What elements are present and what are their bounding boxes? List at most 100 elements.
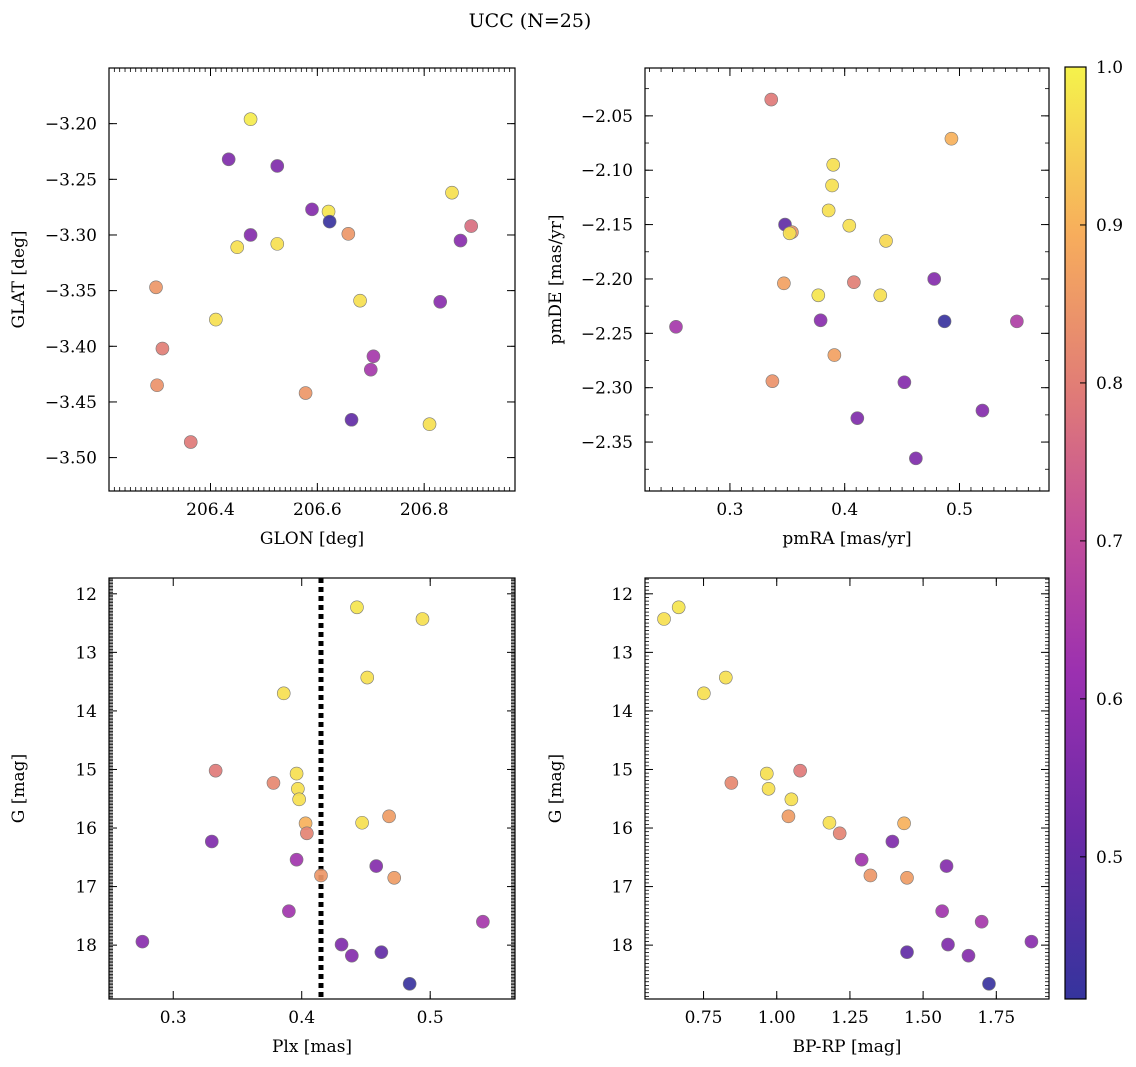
scatter-point bbox=[944, 131, 959, 146]
scatter-point bbox=[415, 612, 430, 626]
panel-3: 0.3 0.4 0.5 12 13 14 15 16 17 18 Plx [mas] G [mag] bbox=[9, 577, 516, 1057]
y-tick-label: −3.20 bbox=[45, 115, 97, 135]
panel-2: 0.3 0.4 0.5 −2.35 −2.30 −2.25 −2.20 −2.15 −2.10 −… bbox=[546, 67, 1050, 549]
scatter-point bbox=[941, 937, 955, 952]
scatter-point bbox=[266, 776, 281, 790]
y-tick-label: −2.20 bbox=[581, 270, 633, 290]
scatter-point bbox=[724, 776, 739, 790]
y-tick-label: −2.05 bbox=[581, 107, 633, 127]
scatter-point bbox=[909, 451, 923, 466]
y-tick-label: −2.35 bbox=[581, 433, 633, 453]
colorbar-tick-label: 1.0 bbox=[1096, 58, 1123, 78]
scatter-point bbox=[765, 374, 780, 388]
scatter-point bbox=[344, 412, 359, 427]
scatter-point bbox=[305, 202, 319, 217]
scatter-point bbox=[825, 178, 839, 193]
x-tick-label: 1.75 bbox=[977, 1008, 1015, 1028]
scatter-point bbox=[897, 816, 911, 831]
scatter-point bbox=[445, 185, 459, 200]
scatter-point bbox=[961, 948, 976, 963]
scatter-point bbox=[1024, 934, 1039, 949]
y-tick-label: 17 bbox=[75, 878, 97, 898]
axes-frame bbox=[108, 577, 516, 1000]
y-tick-label: −3.50 bbox=[45, 449, 97, 469]
colorbar-tick-label: 0.9 bbox=[1096, 216, 1123, 236]
y-tick-label: 15 bbox=[611, 760, 633, 780]
y-tick-label: 16 bbox=[75, 819, 97, 839]
scatter-point bbox=[813, 313, 828, 328]
scatter-point bbox=[939, 859, 954, 873]
y-tick-label: −2.25 bbox=[581, 324, 633, 344]
scatter-point bbox=[777, 276, 791, 291]
x-axis-label: GLON [deg] bbox=[260, 529, 364, 549]
scatter-point bbox=[464, 219, 478, 233]
y-tick-label: 12 bbox=[75, 585, 97, 605]
scatter-point bbox=[300, 826, 314, 841]
scatter-point bbox=[183, 435, 198, 449]
y-tick-label: 13 bbox=[611, 643, 633, 663]
y-tick-label: 16 bbox=[611, 819, 633, 839]
scatter-point bbox=[243, 228, 258, 242]
y-tick-label: −3.25 bbox=[45, 170, 97, 190]
x-tick-label: 206.6 bbox=[293, 500, 342, 520]
scatter-point bbox=[826, 157, 841, 172]
scatter-point bbox=[975, 403, 990, 418]
x-tick-label: 206.4 bbox=[186, 500, 235, 520]
x-tick-label: 1.50 bbox=[904, 1008, 942, 1028]
x-tick-label: 0.3 bbox=[160, 1008, 187, 1028]
scatter-point bbox=[863, 868, 878, 883]
scatter-point bbox=[276, 686, 291, 701]
y-tick-label: −3.45 bbox=[45, 393, 97, 413]
colorbar-tick-label: 0.8 bbox=[1096, 374, 1123, 394]
y-tick-label: −3.30 bbox=[45, 226, 97, 246]
scatter-point bbox=[289, 852, 304, 867]
y-tick-label: 18 bbox=[611, 936, 633, 956]
scatter-point bbox=[784, 792, 799, 807]
y-tick-label: −3.35 bbox=[45, 282, 97, 302]
y-axis-label: G [mag] bbox=[9, 754, 29, 823]
x-tick-label: 0.4 bbox=[831, 500, 858, 520]
axes-frame bbox=[644, 67, 1050, 492]
scatter-point bbox=[204, 834, 219, 849]
axes-frame bbox=[644, 577, 1050, 1000]
scatter-point bbox=[827, 348, 842, 362]
scatter-point bbox=[292, 792, 306, 807]
scatter-point bbox=[382, 809, 396, 824]
scatter-point bbox=[697, 686, 711, 701]
scatter-point bbox=[155, 341, 170, 356]
scatter-point bbox=[422, 417, 437, 432]
x-axis-label: Plx [mas] bbox=[272, 1037, 352, 1057]
scatter-point bbox=[476, 914, 490, 929]
panel-4: 0.75 1.00 1.25 1.50 1.75 12 13 14 15 16 17 18 BP-RP … bbox=[546, 577, 1050, 1057]
panel-1: 206.4 206.6 206.8 −3.50 −3.45 −3.40 −3.35 −3.30… bbox=[9, 67, 516, 549]
figure-title: UCC (N=25) bbox=[469, 10, 592, 32]
y-axis-label: G [mag] bbox=[546, 754, 566, 823]
scatter-point bbox=[221, 152, 236, 167]
scatter-point bbox=[782, 226, 797, 241]
scatter-point bbox=[927, 272, 942, 286]
scatter-point bbox=[879, 234, 893, 248]
y-tick-label: 14 bbox=[611, 702, 633, 722]
x-tick-label: 0.3 bbox=[716, 500, 743, 520]
scatter-point bbox=[900, 945, 914, 959]
scatter-point bbox=[374, 945, 389, 959]
scatter-point bbox=[811, 288, 826, 303]
scatter-point bbox=[781, 809, 796, 824]
scatter-point bbox=[657, 612, 671, 626]
scatter-point bbox=[345, 948, 359, 963]
scatter-point bbox=[842, 218, 857, 233]
scatter-point bbox=[850, 411, 865, 425]
x-tick-label: 0.5 bbox=[946, 500, 973, 520]
scatter-point bbox=[230, 240, 245, 255]
scatter-point bbox=[135, 934, 150, 949]
scatter-point bbox=[982, 976, 996, 991]
scatter-point bbox=[282, 904, 296, 918]
colorbar: 0.5 0.6 0.7 0.8 0.9 1.0 bbox=[1064, 58, 1123, 1000]
scatter-point bbox=[350, 600, 364, 615]
scatter-point bbox=[671, 600, 686, 615]
scatter-point bbox=[1010, 314, 1024, 329]
colorbar-tick-label: 0.5 bbox=[1096, 848, 1123, 868]
scatter-point bbox=[669, 320, 683, 334]
x-tick-label: 0.5 bbox=[417, 1008, 444, 1028]
scatter-point bbox=[793, 763, 807, 778]
